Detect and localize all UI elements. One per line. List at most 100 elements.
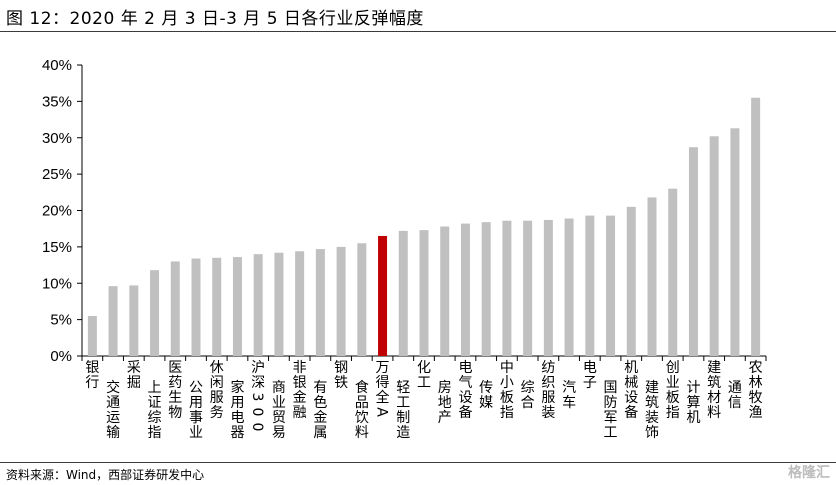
category-label-char: 务 <box>210 405 224 421</box>
category-label-char: 地 <box>438 395 452 411</box>
category-label-char: 料 <box>355 425 369 441</box>
bar <box>460 223 470 356</box>
category-label-char: 筑 <box>707 375 721 391</box>
category-label-char: 非 <box>293 360 307 376</box>
category-label-char: 3 <box>249 393 265 402</box>
category-label-char: 牧 <box>749 390 763 406</box>
y-tick-label: 10% <box>42 275 72 292</box>
bar <box>585 215 595 356</box>
category-label: 化工 <box>417 360 431 391</box>
category-label-char: 0 <box>249 408 265 417</box>
bar <box>626 206 636 356</box>
category-label-char: 交 <box>106 379 120 396</box>
category-label-char: 电 <box>230 410 244 426</box>
category-label-char: 深 <box>251 375 265 391</box>
category-label-char: 药 <box>168 375 182 391</box>
category-label-char: 金 <box>293 390 307 406</box>
bar <box>191 258 201 356</box>
category-label-char: 饰 <box>645 425 659 441</box>
category-label-char: 创 <box>666 360 680 376</box>
category-label-char: 生 <box>168 390 182 406</box>
category-label-char: 金 <box>313 410 327 426</box>
source-divider <box>0 462 836 463</box>
category-label-char: 指 <box>148 425 162 441</box>
category-label-char: 事 <box>189 410 203 426</box>
bar <box>232 257 242 356</box>
bar <box>150 270 160 356</box>
category-label-char: 色 <box>313 394 327 411</box>
category-label-char: 农 <box>749 360 763 376</box>
y-tick-label: 35% <box>42 93 72 110</box>
category-label-char: 汽 <box>562 380 576 396</box>
y-tick-label: 5% <box>50 312 72 329</box>
category-label-char: 铁 <box>334 375 348 391</box>
category-label-char: 林 <box>749 375 763 391</box>
category-label-char: 证 <box>148 395 162 411</box>
bar <box>170 261 180 356</box>
bar <box>108 286 118 356</box>
category-label-char: 中 <box>500 360 514 376</box>
category-label-char: 医 <box>168 360 182 376</box>
category-label-char: 防 <box>604 395 618 411</box>
category-label-char: 器 <box>230 425 244 441</box>
category-label-char: 易 <box>272 425 286 441</box>
bar <box>564 218 574 356</box>
category-label: 通信 <box>728 380 742 411</box>
category-label-char: 闲 <box>210 375 224 391</box>
category-label-char: 商 <box>272 380 286 396</box>
category-label-char: 小 <box>500 375 514 391</box>
category-label: 综合 <box>521 380 535 411</box>
category-label-char: 合 <box>521 395 535 411</box>
category-label-char: 品 <box>355 395 369 411</box>
category-label-char: 运 <box>106 410 120 426</box>
category-label-char: 轻 <box>396 380 410 396</box>
category-label-char: 设 <box>458 390 472 406</box>
category-label: 钢铁 <box>334 360 348 391</box>
bar <box>315 249 325 356</box>
bar <box>87 315 97 356</box>
category-label-char: 制 <box>396 410 410 426</box>
y-tick-label: 40% <box>42 57 72 74</box>
category-label-char: 银 <box>293 375 307 391</box>
bar <box>709 136 719 356</box>
category-label-char: 机 <box>624 360 638 376</box>
source-note: 资料来源：Wind，西部证券研发中心 <box>6 468 205 482</box>
category-label-char: 输 <box>106 425 120 441</box>
category-label-char: 装 <box>541 405 555 421</box>
y-tick-label: 15% <box>42 239 72 256</box>
category-label-char: 沪 <box>251 360 265 376</box>
y-tick-label: 0% <box>50 348 72 365</box>
bar <box>730 128 740 356</box>
category-label-char: 0 <box>249 423 265 432</box>
category-label-char: 指 <box>500 405 514 421</box>
bar <box>668 188 678 356</box>
category-label-char: 军 <box>604 410 618 426</box>
category-label-char: 饮 <box>355 410 369 426</box>
bar <box>502 220 512 356</box>
category-label-char: 指 <box>666 405 680 421</box>
category-label-char: 服 <box>210 390 224 406</box>
category-label-char: 通 <box>106 395 120 411</box>
category-label-char: 业 <box>189 425 203 441</box>
category-label-char: 装 <box>645 410 659 426</box>
category-label-char: 化 <box>417 360 431 376</box>
category-label-char: 采 <box>127 360 141 376</box>
bar <box>398 230 408 356</box>
category-label-char: 物 <box>168 405 182 421</box>
category-label-char: 电 <box>583 360 597 376</box>
category-label: 传媒 <box>479 380 493 411</box>
bar <box>481 222 491 356</box>
category-label-char: 休 <box>210 360 224 376</box>
category-label-char: 纺 <box>541 360 555 376</box>
